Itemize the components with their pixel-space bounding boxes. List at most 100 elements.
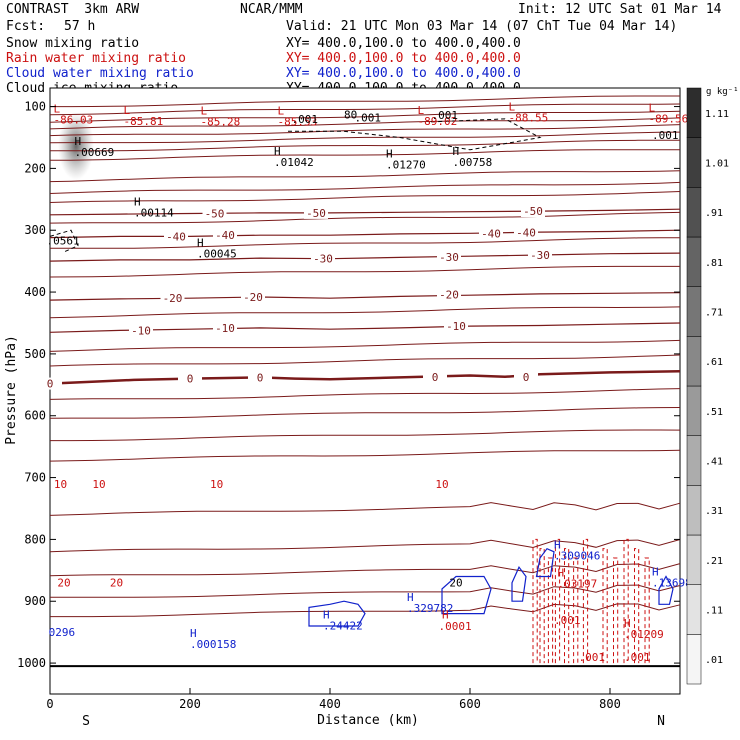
high-marker: H (407, 591, 414, 604)
contour-label: -40 (516, 227, 536, 240)
contour-label: 0 (432, 371, 439, 384)
contour-label-bg (437, 250, 461, 263)
contour-label-bg (38, 377, 62, 390)
contour-label: -30 (313, 253, 333, 266)
cloud-water-contour (658, 575, 674, 605)
isotherm-line (49, 354, 681, 367)
extremum-value: .00758 (453, 156, 493, 169)
colorbar-label: .11 (705, 606, 723, 617)
contour-value-label: .001 (355, 112, 382, 125)
extremum-value: -85.81 (124, 115, 164, 128)
contour-label: -20 (439, 289, 459, 302)
colorbar-unit: g kg⁻¹ (706, 87, 739, 97)
y-tick-label: 200 (24, 161, 46, 175)
cloud-water-contour (308, 600, 366, 627)
y-tick-label: 500 (24, 347, 46, 361)
contour-label: -50 (306, 207, 326, 220)
contour-label-bg (164, 230, 188, 243)
contour-label: -30 (530, 249, 550, 262)
contour-label-bg (479, 227, 503, 240)
contour-label: 20 (449, 577, 462, 590)
isotherm--10 (49, 322, 681, 333)
isotherm-line (50, 429, 681, 442)
contour-label-bg (444, 320, 468, 333)
isotherm-line (49, 103, 681, 116)
contour-value-label: .001 (579, 651, 606, 664)
isotherm-line (49, 339, 681, 352)
extremum-value: -85.28 (201, 116, 241, 129)
isotherm--50 (49, 208, 681, 216)
contour-value-label: .0001 (439, 620, 472, 633)
contour-label-bg (521, 205, 545, 218)
high-marker: H (624, 617, 631, 630)
contour-label: -40 (481, 227, 501, 240)
rain-contour (573, 557, 579, 664)
contour-label: -10 (215, 322, 235, 335)
extremum-value: .01270 (386, 158, 426, 171)
high-marker: H (442, 609, 449, 622)
colorbar-label: .21 (705, 556, 723, 567)
low-marker: L (278, 105, 285, 118)
isotherm-line (50, 95, 680, 108)
extremum-value: -85.53 (278, 116, 318, 129)
isotherm-line (49, 584, 681, 598)
y-tick-label: 600 (24, 409, 46, 423)
contour-label-bg (514, 370, 538, 383)
x-end-label-south: S (82, 714, 90, 729)
x-tick-label: 800 (599, 697, 621, 711)
x-axis-label: Distance (km) (317, 713, 419, 728)
extremum-value: .000158 (190, 638, 236, 651)
contour-label: -50 (523, 205, 543, 218)
x-tick-label: 0 (46, 697, 53, 711)
colorbar-label: .91 (705, 208, 723, 219)
rain-contour (623, 538, 629, 664)
x-tick-label: 600 (459, 697, 481, 711)
colorbar-swatch (686, 187, 702, 238)
contour-label-bg (248, 371, 272, 384)
forecast-value: 57 h (64, 19, 96, 34)
contour-label-bg (213, 229, 237, 242)
y-axis-label: Pressure (hPa) (4, 335, 19, 445)
contour-label: 10 (54, 478, 67, 491)
contour-label: -10 (131, 324, 151, 337)
contour-label: 0 (257, 371, 264, 384)
high-marker: H (652, 565, 659, 578)
isotherm--20 (49, 292, 681, 301)
contour-label-bg (241, 291, 265, 304)
low-marker: L (649, 101, 656, 114)
contour-value-label: .001 (432, 109, 459, 122)
high-marker: H (134, 195, 141, 208)
high-marker: H (323, 609, 330, 622)
contour-label: 10 (435, 478, 448, 491)
field-name-cloud-water: Cloud water mixing ratio (6, 66, 194, 81)
contour-label-bg (528, 248, 552, 261)
colorbar-swatch (686, 435, 702, 486)
colorbar-swatch (686, 634, 702, 685)
contour-label: -20 (243, 291, 263, 304)
contour-value-label: .001 (652, 129, 679, 142)
contour-label-bg (213, 321, 237, 334)
y-tick-label: 900 (24, 594, 46, 608)
extremum-value: .24422 (323, 620, 363, 633)
extremum-value: .00669 (75, 146, 115, 159)
colorbar-label: 1.01 (705, 159, 729, 170)
colorbar-label: .71 (705, 308, 723, 319)
colorbar-label: .81 (705, 258, 723, 269)
colorbar-swatch (686, 336, 702, 387)
cloud-water-contour (511, 566, 527, 602)
isotherm-line (49, 265, 680, 278)
colorbar-label: .61 (705, 357, 723, 368)
cloud-ice-contour (49, 229, 79, 253)
isotherm-line (49, 388, 681, 400)
extremum-value: .00045 (197, 247, 237, 260)
snow-shading (58, 112, 94, 180)
contour-label-bg (514, 226, 538, 239)
rain-contour (644, 557, 650, 664)
rain-contour (613, 557, 619, 664)
colorbar-swatch (686, 236, 702, 287)
high-marker: H (197, 236, 204, 249)
high-marker: H (554, 539, 561, 552)
field-xy-rain: XY= 400.0,100.0 to 400.0,400.0 (286, 51, 521, 66)
colorbar-label: 1.11 (705, 109, 729, 120)
